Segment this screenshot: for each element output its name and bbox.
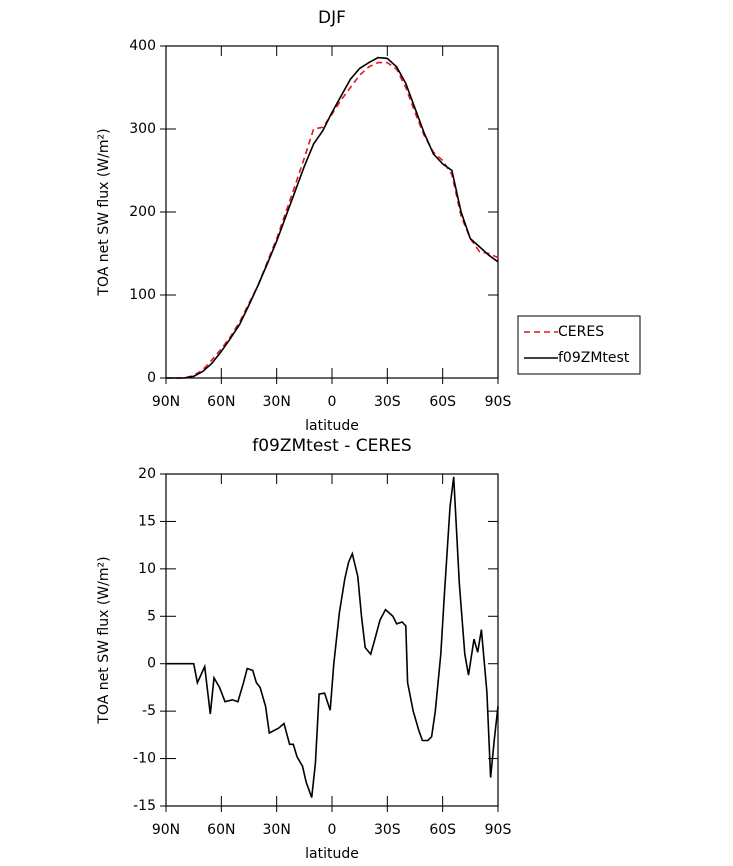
x-tick-label: 60S bbox=[429, 822, 456, 838]
x-tick-label: 30N bbox=[263, 394, 291, 410]
legend-box bbox=[517, 315, 641, 375]
x-tick-label: 0 bbox=[328, 822, 337, 838]
y-axis-label: TOA net SW flux (W/m²) bbox=[96, 556, 112, 724]
x-tick-label: 90S bbox=[485, 394, 512, 410]
chart-title: DJF bbox=[318, 8, 346, 28]
x-tick-label: 60N bbox=[207, 822, 235, 838]
y-tick-label: 10 bbox=[138, 561, 156, 577]
y-tick-label: 200 bbox=[129, 204, 156, 220]
y-tick-label: 400 bbox=[129, 38, 156, 54]
y-tick-label: 15 bbox=[138, 513, 156, 529]
y-axis-label: TOA net SW flux (W/m²) bbox=[96, 128, 112, 296]
x-tick-label: 90S bbox=[485, 822, 512, 838]
y-tick-label: 0 bbox=[147, 370, 156, 386]
y-tick-label: 5 bbox=[147, 608, 156, 624]
y-tick-label: 20 bbox=[138, 466, 156, 482]
y-tick-label: -15 bbox=[133, 798, 156, 814]
legend-label: CERES bbox=[558, 324, 604, 340]
x-axis-label: latitude bbox=[305, 846, 359, 862]
x-tick-label: 30N bbox=[263, 822, 291, 838]
plot-frame bbox=[165, 45, 499, 379]
y-tick-label: -5 bbox=[142, 703, 156, 719]
legend-label: f09ZMtest bbox=[558, 350, 630, 366]
y-tick-label: 300 bbox=[129, 121, 156, 137]
series-line bbox=[166, 476, 499, 798]
y-tick-label: 100 bbox=[129, 287, 156, 303]
x-tick-label: 90N bbox=[152, 394, 180, 410]
x-tick-label: 30S bbox=[374, 822, 401, 838]
x-tick-label: 0 bbox=[328, 394, 337, 410]
x-tick-label: 60N bbox=[207, 394, 235, 410]
x-tick-label: 30S bbox=[374, 394, 401, 410]
y-tick-label: 0 bbox=[147, 656, 156, 672]
series-line bbox=[166, 61, 499, 379]
x-axis-label: latitude bbox=[305, 418, 359, 434]
x-tick-label: 90N bbox=[152, 822, 180, 838]
chart-title: f09ZMtest - CERES bbox=[252, 436, 411, 456]
x-tick-label: 60S bbox=[429, 394, 456, 410]
series-line bbox=[166, 56, 499, 379]
y-tick-label: -10 bbox=[133, 751, 156, 767]
